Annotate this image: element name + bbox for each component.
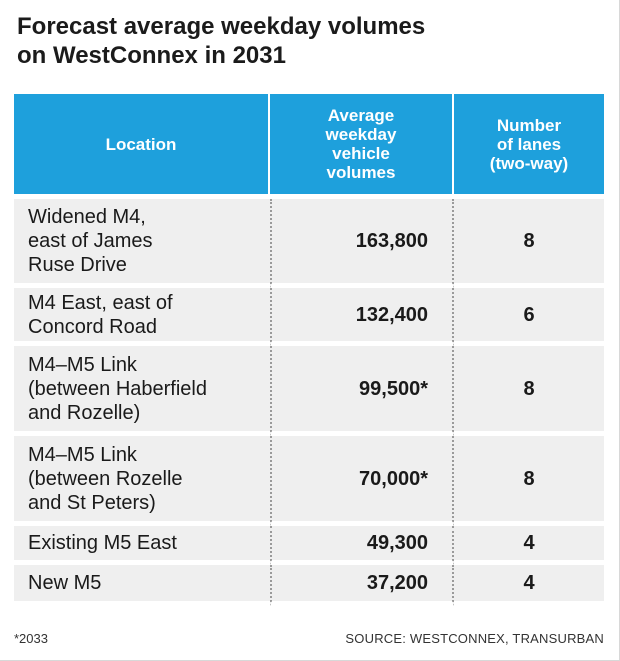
header-line: Number: [496, 115, 562, 135]
volume-cell: 99,500*: [270, 346, 454, 436]
volume-cell: 70,000*: [270, 436, 454, 526]
lanes-cell: 8: [454, 199, 604, 288]
location-cell: M4–M5 Link (between Rozelle and St Peter…: [14, 436, 270, 526]
table-row: New M5 37,200 4: [14, 565, 604, 606]
volume-cell: 37,200: [270, 565, 454, 606]
location-line: east of James: [28, 230, 153, 252]
header-line: of lanes: [496, 134, 562, 154]
lanes-cell: 8: [454, 436, 604, 526]
chart-title: Forecast average weekday volumes on West…: [17, 12, 577, 70]
header-line: Location: [105, 134, 177, 154]
table-row: Existing M5 East 49,300 4: [14, 526, 604, 565]
location-line: Existing M5 East: [28, 532, 177, 554]
location-line: Ruse Drive: [28, 254, 127, 276]
volume-cell: 163,800: [270, 199, 454, 288]
location-line: M4 East, east of: [28, 291, 173, 314]
column-header-lanes: Number of lanes (two-way): [454, 94, 604, 199]
location-line: and St Peters): [28, 491, 156, 514]
location-line: M4–M5 Link: [28, 353, 137, 376]
volumes-table: Location Average weekday vehicle volumes…: [14, 94, 604, 606]
header-line: vehicle: [332, 144, 390, 163]
title-line: Forecast average weekday volumes: [17, 13, 426, 40]
source-credit: SOURCE: WESTCONNEX, TRANSURBAN: [345, 631, 604, 646]
footnote: *2033: [14, 631, 48, 646]
table-row: M4 East, east of Concord Road 132,400 6: [14, 288, 604, 346]
location-cell: Widened M4, east of James Ruse Drive: [14, 199, 270, 288]
location-cell: M4–M5 Link (between Haberfield and Rozel…: [14, 346, 270, 436]
lanes-cell: 4: [454, 565, 604, 606]
column-header-volume: Average weekday vehicle volumes: [270, 94, 454, 199]
location-line: Widened M4,: [28, 206, 146, 228]
column-header-location: Location: [14, 94, 270, 199]
header-line: Average: [327, 106, 395, 125]
lanes-cell: 4: [454, 526, 604, 565]
title-line: on WestConnex in 2031: [17, 42, 286, 69]
location-cell: Existing M5 East: [14, 526, 270, 565]
table-row: Widened M4, east of James Ruse Drive 163…: [14, 199, 604, 288]
location-line: M4–M5 Link: [28, 443, 137, 466]
location-line: Concord Road: [28, 315, 157, 338]
location-cell: New M5: [14, 565, 270, 606]
header-line: weekday: [325, 125, 397, 144]
table-row: M4–M5 Link (between Haberfield and Rozel…: [14, 346, 604, 436]
location-line: New M5: [28, 572, 102, 594]
header-line: volumes: [326, 163, 396, 182]
volume-cell: 49,300: [270, 526, 454, 565]
location-line: (between Rozelle: [28, 467, 183, 490]
table-row: M4–M5 Link (between Rozelle and St Peter…: [14, 436, 604, 526]
location-line: (between Haberfield: [28, 377, 207, 400]
volume-cell: 132,400: [270, 288, 454, 346]
lanes-cell: 6: [454, 288, 604, 346]
lanes-cell: 8: [454, 346, 604, 436]
header-line: (two-way): [489, 153, 569, 173]
location-line: and Rozelle): [28, 401, 141, 424]
location-cell: M4 East, east of Concord Road: [14, 288, 270, 346]
header-row: Location Average weekday vehicle volumes…: [14, 94, 604, 199]
